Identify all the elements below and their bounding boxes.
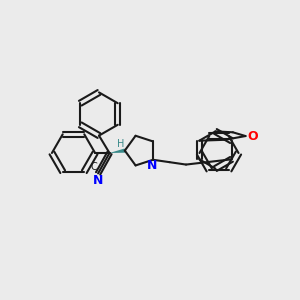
Text: N: N xyxy=(147,159,157,172)
Polygon shape xyxy=(110,148,125,153)
Text: N: N xyxy=(93,173,103,187)
Text: H: H xyxy=(117,139,124,149)
Text: O: O xyxy=(247,130,258,142)
Text: C: C xyxy=(90,162,97,172)
